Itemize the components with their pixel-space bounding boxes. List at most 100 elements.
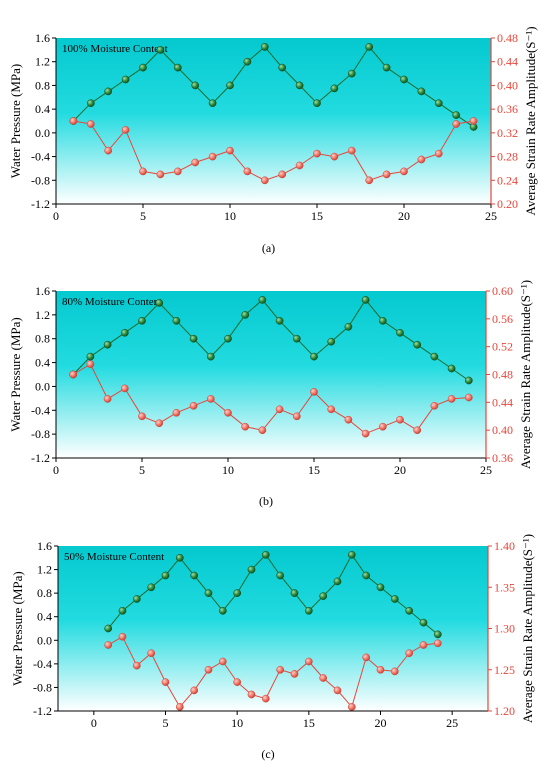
water-pressure-point [275,316,284,325]
water-pressure-point [189,334,198,343]
water-pressure-point [413,340,422,349]
x-tick-label: 0 [91,716,97,730]
y-tick-label: -1.2 [33,704,52,718]
y2-tick-label: 0.56 [492,312,513,326]
strain-rate-point [452,120,461,128]
water-pressure-point [417,87,426,96]
water-pressure-point [147,583,156,592]
x-tick-label: 15 [303,716,315,730]
strain-rate-point [419,641,428,649]
water-pressure-point [161,571,170,580]
strain-rate-point [290,670,299,678]
water-pressure-point [419,618,428,627]
water-pressure-point [333,577,342,586]
y-tick-label: 1.2 [37,563,52,577]
y-tick-label: 1.6 [37,539,52,553]
y2-tick-label: 0.44 [497,55,518,69]
x-tick-label: 10 [222,463,234,477]
strain-rate-point [260,176,269,185]
x-tick-label: 20 [394,463,406,477]
strain-rate-point [258,426,267,435]
water-pressure-point [191,81,200,90]
strain-rate-point [382,170,391,179]
water-pressure-point [261,550,270,559]
strain-rate-point [247,690,256,699]
x-tick-label: 25 [480,463,492,477]
panel-caption: (c) [261,747,274,761]
water-pressure-point [206,352,215,361]
water-pressure-point [365,43,374,51]
strain-rate-point [204,665,213,674]
y-tick-label: 0.4 [37,610,52,624]
strain-rate-point [104,641,113,649]
y-tick-label: -0.8 [31,173,50,187]
strain-rate-point [241,422,250,431]
water-pressure-point [452,111,461,119]
y-axis-label: Water Pressure (MPa) [8,317,23,431]
y2-axis-label: Average Strain Rate Amplitude(S⁻¹) [520,534,535,723]
strain-rate-point [434,149,443,158]
plot-background [58,546,488,711]
y-tick-label: 1.2 [35,308,50,322]
strain-rate-point [172,408,181,417]
water-pressure-point [330,84,339,93]
water-pressure-point [430,352,439,361]
strain-rate-point [161,678,170,686]
strain-rate-point [218,657,227,666]
y2-tick-label: 1.20 [494,704,515,718]
water-pressure-point [390,595,399,603]
x-tick-label: 5 [139,463,145,477]
x-tick-label: 20 [375,716,387,730]
y-tick-label: 0.0 [35,126,50,140]
y2-tick-label: 0.60 [492,284,513,298]
water-pressure-point [278,63,287,72]
water-pressure-point [224,334,232,343]
y-tick-label: -0.8 [33,680,52,694]
water-pressure-point [258,296,267,304]
strain-rate-point [310,388,318,396]
x-tick-label: 25 [446,716,458,730]
strain-rate-point [413,426,422,435]
strain-rate-point [347,703,356,711]
strain-rate-point [120,384,129,393]
x-tick-label: 10 [224,209,236,223]
strain-rate-point [233,678,242,686]
strain-rate-point [156,170,165,179]
strain-rate-point [327,405,336,414]
strain-rate-point [191,158,200,167]
y-tick-label: 0.0 [37,633,52,647]
water-pressure-point [313,99,321,108]
strain-rate-point [344,415,353,424]
y-tick-label: 0.4 [35,356,50,370]
strain-rate-point [86,120,95,128]
y2-tick-label: 0.28 [497,150,518,164]
strain-rate-point [226,146,234,155]
x-tick-label: 10 [231,716,243,730]
y2-tick-label: 0.40 [497,78,518,92]
water-pressure-point [362,571,371,580]
chart-panel-b: 80% Moisture Content 0 5 10 15 20 25 -1.2 -0.8 -0… [8,280,533,508]
water-pressure-point [241,311,250,319]
strain-rate-point [376,665,385,674]
y-tick-label: -0.8 [31,427,50,441]
x-tick-label: 15 [311,209,323,223]
water-pressure-point [433,630,442,639]
y2-tick-label: 0.36 [492,451,513,465]
water-pressure-point [190,571,199,580]
x-tick-label: 0 [53,209,59,223]
strain-rate-point [86,360,95,368]
strain-rate-point [173,167,182,176]
water-pressure-point [464,376,473,385]
water-pressure-point [347,550,356,559]
strain-rate-point [347,146,356,155]
strain-rate-point [69,117,78,125]
strain-rate-point [132,661,141,670]
y-tick-label: -0.4 [33,657,52,671]
strain-rate-point [304,657,313,666]
water-pressure-point [344,322,353,331]
y2-tick-label: 0.24 [497,173,518,187]
moisture-annotation: 100% Moisture Content [62,43,168,55]
water-pressure-point [396,328,404,337]
y-tick-label: 0.0 [35,379,50,393]
water-pressure-point [155,299,164,307]
